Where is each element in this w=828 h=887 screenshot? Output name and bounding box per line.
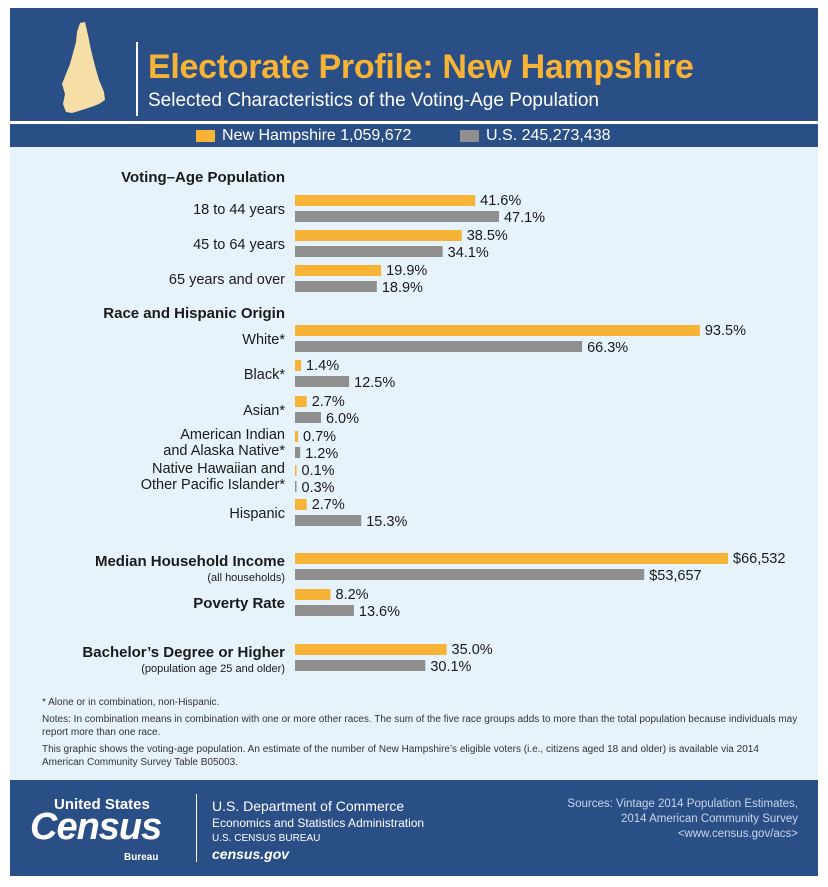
chart-panel: Voting–Age Population 41.6% 47.1% 18 to 44 … [10, 147, 818, 780]
value-label-us: 18.9% [382, 280, 423, 296]
bar-nh [295, 431, 299, 442]
value-label-us: $53,657 [649, 568, 701, 584]
value-label-nh: 35.0% [452, 642, 493, 658]
category-label: 65 years and over [169, 272, 285, 288]
sources-line-1: Sources: Vintage 2014 Population Estimat… [567, 798, 798, 810]
value-label-nh: 41.6% [480, 193, 521, 209]
value-label-us: 6.0% [326, 411, 359, 427]
category-label: White* [242, 332, 285, 348]
bar-us [295, 412, 321, 423]
bar-nh [295, 265, 382, 276]
bar-us [295, 341, 583, 352]
value-label-nh: 0.7% [303, 429, 336, 445]
value-label-us: 0.3% [302, 480, 335, 496]
value-label-nh: 2.7% [312, 394, 345, 410]
sources-line-3[interactable]: <www.census.gov/acs> [677, 828, 798, 840]
bar-us [295, 660, 426, 671]
category-label: 18 to 44 years [193, 202, 285, 218]
bar-nh [295, 589, 331, 600]
category-sublabel: (all households) [207, 572, 285, 584]
category-label: Poverty Rate [193, 595, 285, 612]
legend: New Hampshire 1,059,672 U.S. 245,273,438 [10, 124, 818, 147]
legend-label-us: U.S. 245,273,438 [486, 126, 611, 144]
value-label-us: 13.6% [359, 604, 400, 620]
category-label: American Indian [180, 427, 285, 443]
value-label-us: 34.1% [448, 245, 489, 261]
bar-nh [295, 499, 307, 510]
legend-label-nh: New Hampshire 1,059,672 [222, 126, 412, 144]
value-label-nh: 93.5% [705, 323, 746, 339]
category-sublabel: (population age 25 and older) [141, 663, 285, 675]
dept-census-bureau: U.S. CENSUS BUREAU [212, 833, 321, 844]
category-label: Native Hawaiian and [152, 461, 285, 477]
value-label-nh: 2.7% [312, 497, 345, 513]
census-gov-link[interactable]: census.gov [212, 846, 290, 862]
category-label: Bachelor’s Degree or Higher [82, 644, 285, 661]
footer-divider [196, 794, 197, 862]
value-label-us: 66.3% [587, 340, 628, 356]
bar-us [295, 605, 354, 616]
value-label-us: 1.2% [305, 446, 338, 462]
bar-chart: Voting–Age Population 41.6%47.1% 18 to 44 … [82, 169, 785, 675]
bar-nh [295, 360, 302, 371]
footer: United States Census Bureau U.S. Departm… [10, 780, 818, 876]
note-eligible-voters: This graphic shows the voting-age popula… [42, 744, 759, 768]
value-label-nh: 0.1% [302, 463, 335, 479]
category-label: and Alaska Native* [163, 443, 285, 459]
value-label-nh: 1.4% [306, 358, 339, 374]
dept-esa: Economics and Statistics Administration [212, 816, 425, 830]
bar-us [295, 376, 350, 387]
category-label: Hispanic [229, 506, 285, 522]
bar-us [295, 569, 645, 580]
value-label-nh: 19.9% [386, 263, 427, 279]
footnote: * Alone or in combination, non-Hispanic. [42, 697, 220, 708]
dept-commerce: U.S. Department of Commerce [212, 798, 405, 814]
category-label: Other Pacific Islander* [141, 477, 286, 493]
bar-nh [295, 396, 307, 407]
value-label-us: 12.5% [354, 375, 395, 391]
sources: Sources: Vintage 2014 Population Estimat… [567, 797, 798, 842]
value-label-us: 47.1% [504, 210, 545, 226]
legend-swatch-nh [196, 129, 215, 142]
category-label: Asian* [243, 403, 285, 419]
category-label: Median Household Income [95, 553, 285, 570]
section-title: Race and Hispanic Origin [103, 305, 285, 322]
bar-us [295, 246, 443, 257]
bar-us [295, 515, 362, 526]
note-combination: Notes: In combination means in combinati… [42, 714, 798, 738]
header-banner: Electorate Profile: New Hampshire Select… [10, 8, 818, 121]
legend-item-nh: New Hampshire 1,059,672 [196, 124, 411, 147]
value-label-nh: $66,532 [733, 551, 785, 567]
bar-us [295, 481, 297, 492]
bar-nh [295, 230, 462, 241]
logo-united-states: United States [54, 796, 150, 813]
page-title: Electorate Profile: New Hampshire [148, 48, 694, 86]
logo-bureau: Bureau [124, 852, 159, 863]
category-label: 45 to 64 years [193, 237, 285, 253]
section-title: Voting–Age Population [121, 169, 285, 186]
value-label-nh: 38.5% [467, 228, 508, 244]
new-hampshire-map-icon [62, 22, 105, 113]
legend-item-us: U.S. 245,273,438 [460, 124, 611, 147]
bar-nh [295, 325, 700, 336]
legend-swatch-us [460, 129, 479, 142]
bar-nh [295, 195, 476, 206]
sources-line-2: 2014 American Community Survey [620, 813, 798, 825]
header-divider [136, 42, 138, 116]
value-label-us: 30.1% [430, 659, 471, 675]
category-label: Black* [244, 367, 285, 383]
bar-nh [295, 553, 728, 564]
bar-us [295, 211, 499, 222]
bar-nh [295, 644, 447, 655]
logo-census: Census [30, 806, 162, 848]
bar-us [295, 281, 377, 292]
bar-us [295, 447, 301, 458]
page-subtitle: Selected Characteristics of the Voting-A… [148, 90, 599, 111]
value-label-nh: 8.2% [336, 587, 369, 603]
value-label-us: 15.3% [366, 514, 407, 530]
bar-nh [295, 465, 297, 476]
